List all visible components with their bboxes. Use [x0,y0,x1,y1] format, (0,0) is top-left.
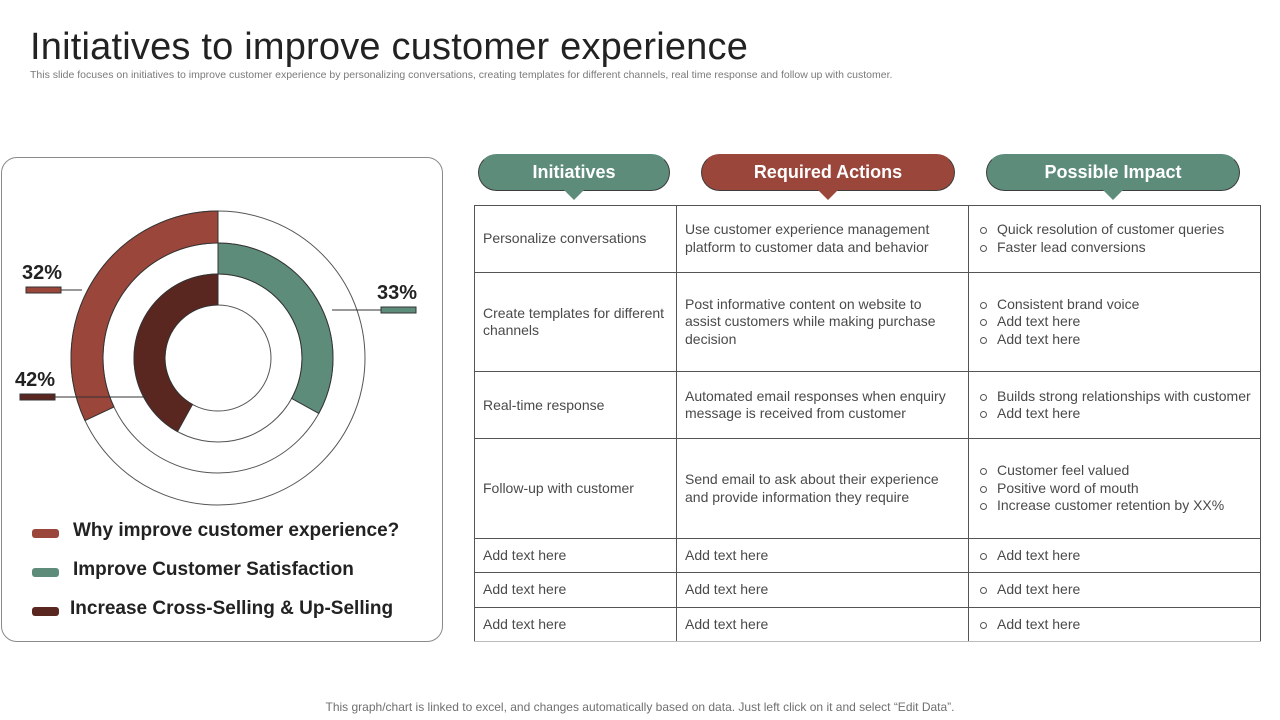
initiative-cell: Follow-up with customer [474,438,677,539]
action-cell: Automated email responses when enquiry m… [676,371,969,440]
table-row: Personalize conversations Use customer ex… [474,205,1261,273]
impact-cell: Add text here [968,537,1261,574]
action-cell: Add text here [676,606,969,643]
ring-core-boundary [164,304,272,412]
impact-cell: Customer feel valued Positive word of mou… [968,438,1261,539]
footer-note: This graph/chart is linked to excel, and… [325,700,955,714]
header-possible-impact: Possible Impact [986,154,1240,200]
impact-item: Positive word of mouth [980,480,1252,498]
impact-list: Add text here [977,581,1252,599]
impact-item: Builds strong relationships with custome… [980,387,1251,404]
impact-cell: Add text here [968,572,1261,608]
legend-label: Improve Customer Satisfaction [73,559,354,580]
arc-why-improve [70,210,219,422]
initiative-cell: Personalize conversations [474,205,677,273]
pct-label-42: 42% [15,369,56,391]
action-cell: Add text here [676,537,969,574]
impact-list: Consistent brand voice Add text here Add t… [977,296,1252,349]
impact-cell: Add text here [968,606,1261,643]
table-row: Follow-up with customer Send email to ask… [474,438,1261,539]
action-cell: Post informative content on website to a… [676,271,969,373]
pct-label-32: 32% [22,262,63,284]
impact-cell: Builds strong relationships with custome… [968,371,1261,440]
impact-cell: Consistent brand voice Add text here Add t… [968,271,1261,373]
impact-cell: Quick resolution of customer queries Fast… [968,205,1261,273]
table-row: Real-time response Automated email respon… [474,371,1261,440]
page-title: Initiatives to improve customer experien… [30,26,749,68]
legend-swatch [32,607,59,616]
initiative-cell: Add text here [474,572,677,608]
pct-label-33: 33% [377,282,418,304]
impact-item: Add text here [980,547,1252,565]
impact-item: Faster lead conversions [980,239,1252,257]
header-required-actions: Required Actions [701,154,955,200]
initiative-cell: Add text here [474,606,677,643]
header-initiatives: Initiatives [478,154,670,200]
leader-swatch-42 [19,393,56,401]
action-cell: Use customer experience management platf… [676,205,969,273]
chart-card: 32% 33% 42% Why improve customer experie… [1,157,443,642]
impact-item: Increase customer retention by XX% [980,497,1252,515]
leader-swatch-32 [25,286,62,294]
table-row: Add text here Add text here Add text here [474,606,1261,643]
donut-chart [19,210,417,506]
initiative-cell: Real-time response [474,371,677,440]
table-row: Create templates for different channels P… [474,271,1261,373]
arc-cross-selling [133,273,219,433]
impact-item: Add text here [980,581,1252,599]
table-row: Add text here Add text here Add text here [474,537,1261,574]
impact-item: Add text here [980,313,1252,331]
action-cell: Send email to ask about their experience… [676,438,969,539]
impact-item: Quick resolution of customer queries [980,221,1252,239]
table-row: Add text here Add text here Add text here [474,572,1261,608]
impact-list: Quick resolution of customer queries Fast… [977,221,1252,256]
initiative-cell: Create templates for different channels [474,271,677,373]
impact-item: Add text here [980,331,1252,349]
initiative-cell: Add text here [474,537,677,574]
impact-item: Customer feel valued [980,462,1252,480]
page-subtitle: This slide focuses on initiatives to imp… [30,69,893,81]
impact-item: Consistent brand voice [980,296,1252,314]
impact-list: Add text here [977,616,1252,634]
impact-item: Add text here [980,405,1252,423]
legend-swatch [32,529,59,538]
arc-customer-satisfaction [217,242,334,415]
legend-label: Increase Cross-Selling & Up-Selling [70,598,394,619]
label-leaders [19,286,417,401]
legend-label: Why improve customer experience? [73,520,400,541]
impact-list: Builds strong relationships with custome… [977,388,1252,423]
initiatives-table: Personalize conversations Use customer ex… [474,205,1261,643]
leader-swatch-33 [380,306,417,314]
action-cell: Add text here [676,572,969,608]
legend-swatch [32,568,59,577]
impact-list: Customer feel valued Positive word of mou… [977,462,1252,515]
impact-item: Add text here [980,616,1252,634]
impact-list: Add text here [977,547,1252,565]
